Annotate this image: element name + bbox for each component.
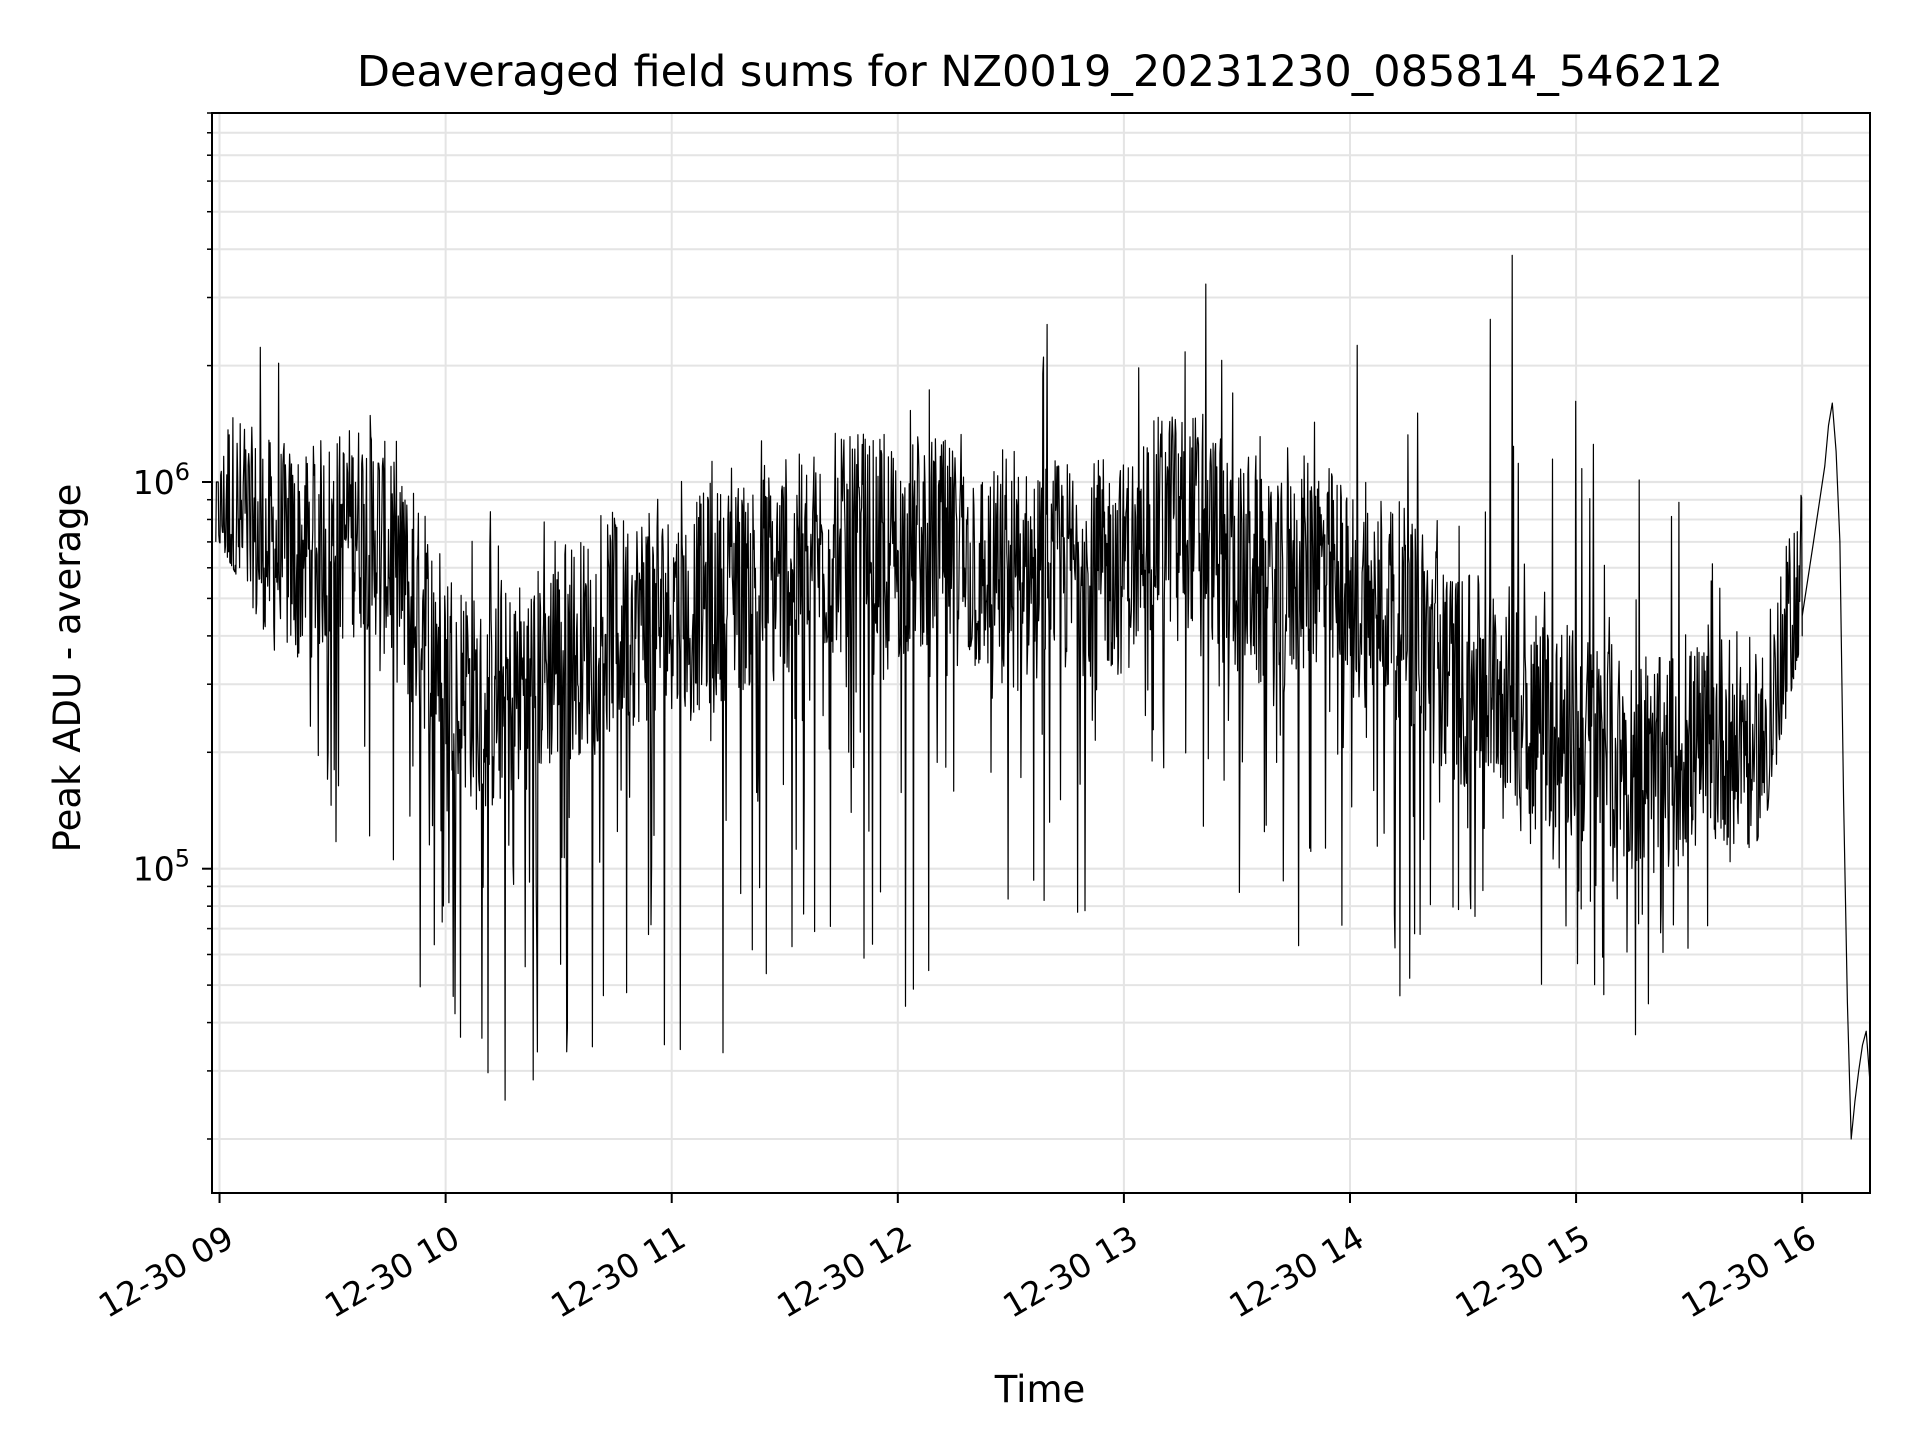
y-axis-label: Peak ADU - average bbox=[46, 484, 89, 853]
y-tick-exponent: 6 bbox=[175, 458, 190, 486]
y-tick-base: 10 bbox=[133, 463, 175, 502]
x-axis-label: Time bbox=[994, 1368, 1086, 1411]
data-series bbox=[215, 254, 1871, 1140]
y-tick-label: 105 bbox=[133, 845, 190, 889]
series-line bbox=[215, 254, 1871, 1140]
y-tick-base: 10 bbox=[133, 850, 175, 889]
plot-frame bbox=[211, 112, 1871, 1194]
y-tick-label: 106 bbox=[133, 458, 190, 502]
y-tick-exponent: 5 bbox=[175, 845, 190, 873]
chart-title: Deaveraged field sums for NZ0019_2023123… bbox=[357, 47, 1723, 97]
